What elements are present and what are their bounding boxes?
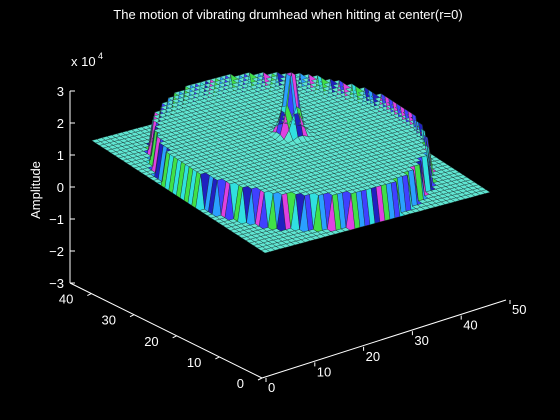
x-tick-label: 10 (317, 364, 331, 379)
z-tick-label: 2 (57, 116, 64, 131)
x-tick-label: 50 (512, 302, 526, 317)
y-tick-label: 30 (102, 313, 116, 328)
z-tick-label: −1 (49, 212, 64, 227)
z-axis-label: Amplitude (28, 161, 43, 219)
y-tick-label: 20 (144, 334, 158, 349)
x-axis-line (261, 299, 507, 379)
z-tick-label: −2 (49, 244, 64, 259)
z-tick-label: 1 (57, 148, 64, 163)
z-exponent-power: 4 (98, 51, 103, 61)
y-tick-mark (129, 314, 135, 318)
y-tick-mark (172, 335, 177, 339)
z-tick-label: 3 (57, 84, 64, 99)
x-tick-label: 20 (366, 349, 380, 364)
y-tick-mark (87, 293, 92, 297)
chart-title: The motion of vibrating drumhead when hi… (113, 7, 462, 22)
y-axis-line (69, 282, 263, 379)
x-tick-label: 0 (268, 380, 275, 395)
z-exponent-base: x 10 (71, 54, 96, 69)
y-tick-mark (215, 356, 220, 360)
z-tick-label: −3 (49, 276, 64, 291)
y-tick-label: 10 (187, 355, 201, 370)
y-tick-label: 0 (237, 376, 244, 391)
y-tick-label: 40 (59, 292, 73, 307)
x-tick-label: 30 (414, 333, 428, 348)
axes (69, 90, 511, 382)
z-tick-label: 0 (57, 180, 64, 195)
x-tick-label: 40 (463, 318, 477, 333)
surface (91, 71, 491, 254)
y-tick-mark (257, 377, 263, 381)
surface-quad (480, 189, 491, 194)
